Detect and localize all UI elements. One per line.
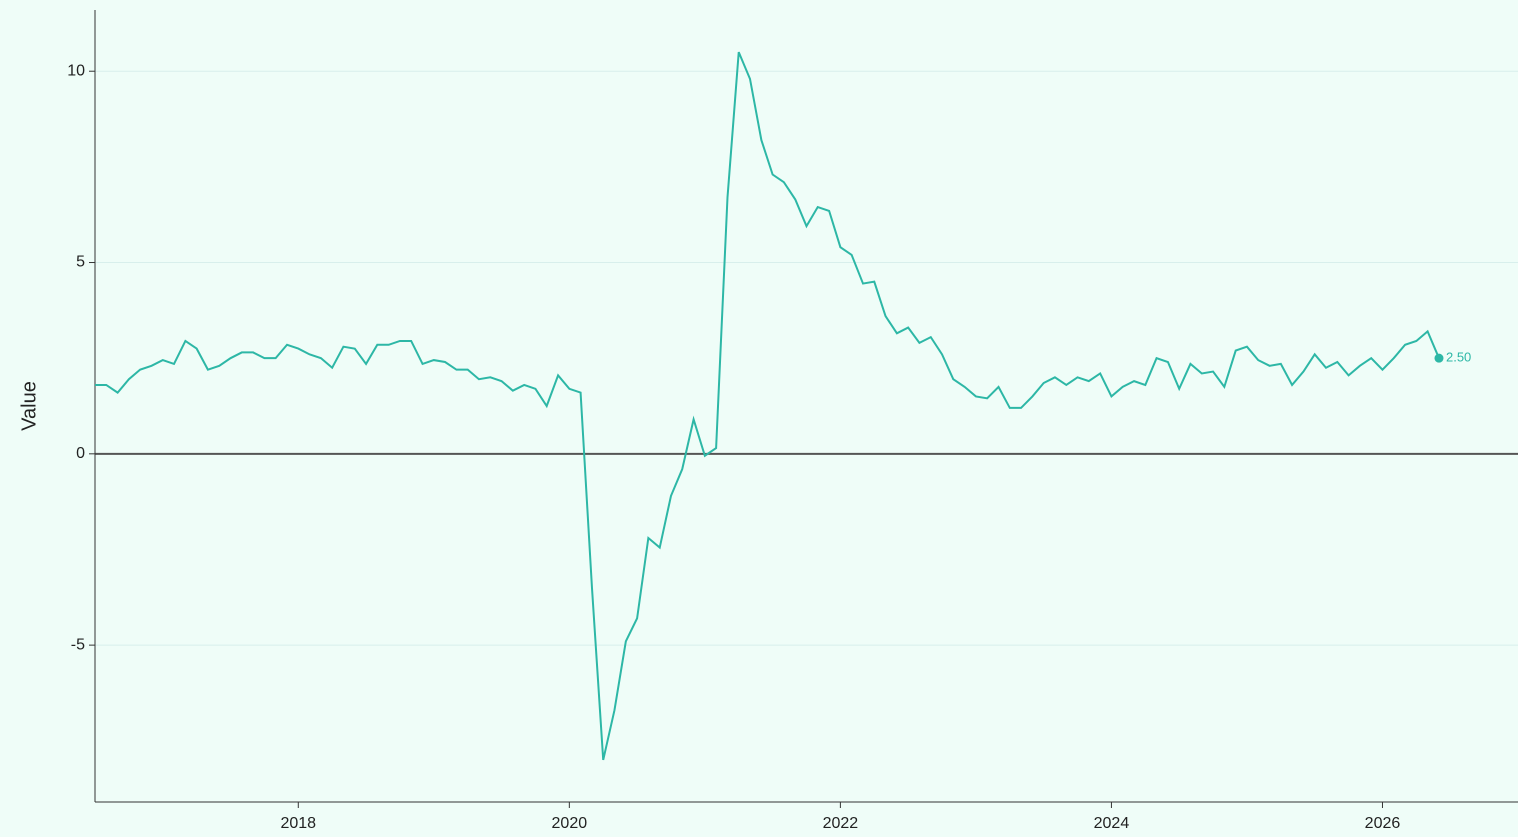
line [95, 51, 1440, 761]
y-tick-label: 0 [76, 445, 85, 462]
end-point [1434, 353, 1444, 363]
x-tick-label: 2022 [823, 815, 859, 832]
x-tick-label: 2024 [1094, 815, 1130, 832]
x-tick-label: 2018 [280, 815, 316, 832]
x-tick-label: 2026 [1365, 815, 1401, 832]
y-axis-label: Value [18, 381, 40, 431]
y-tick-label: 5 [76, 254, 85, 271]
y-tick-label: -5 [71, 636, 85, 653]
data-label: 2.50 [1446, 350, 1471, 365]
y-tick-label: 10 [67, 62, 85, 79]
x-tick-label: 2020 [552, 815, 588, 832]
